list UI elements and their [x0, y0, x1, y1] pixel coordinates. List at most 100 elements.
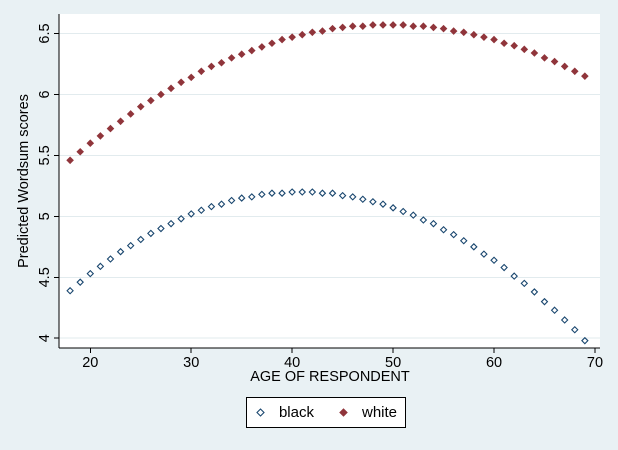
data-point-black	[106, 255, 115, 263]
data-point-black	[480, 250, 488, 258]
data-point-white	[338, 23, 347, 32]
data-point-white	[389, 21, 397, 29]
data-point-black	[399, 207, 407, 216]
data-point-black	[268, 189, 276, 197]
x-tick-label: 60	[486, 355, 502, 371]
data-point-white	[510, 41, 519, 50]
data-point-black	[167, 219, 175, 228]
data-point-black	[409, 211, 418, 219]
data-point-black	[379, 200, 387, 208]
data-point-white	[560, 62, 569, 71]
plot-area	[59, 14, 600, 348]
data-point-black	[419, 216, 428, 224]
data-point-white	[227, 54, 236, 62]
data-point-black	[136, 235, 145, 244]
data-point-black	[177, 215, 185, 223]
data-point-white	[490, 35, 498, 44]
data-point-white	[268, 39, 276, 48]
data-point-black	[550, 306, 559, 314]
data-point-black	[126, 241, 135, 250]
data-point-black	[500, 263, 508, 272]
data-point-black	[389, 204, 397, 212]
data-point-white	[187, 73, 196, 82]
data-point-black	[217, 200, 226, 208]
data-point-black	[248, 193, 256, 201]
data-point-white	[399, 21, 407, 29]
data-point-black	[116, 247, 125, 256]
x-tick-label: 50	[385, 355, 401, 371]
data-point-white	[217, 58, 226, 67]
data-point-black	[197, 206, 206, 215]
x-tick-label: 30	[183, 355, 199, 371]
data-point-white	[147, 96, 155, 105]
y-axis-title: Predicted Wordsum scores	[16, 94, 32, 268]
data-point-black	[96, 262, 105, 271]
y-tick-label: 4.5	[37, 267, 53, 287]
data-point-white	[106, 124, 115, 133]
data-point-white	[167, 84, 175, 93]
data-point-white	[76, 147, 84, 156]
data-point-black	[459, 236, 468, 245]
data-point-white	[581, 72, 589, 80]
y-tick-label: 5	[37, 212, 53, 220]
x-axis-title: AGE OF RESPONDENT	[250, 369, 410, 385]
data-point-white	[500, 39, 508, 48]
data-point-white	[359, 22, 367, 30]
data-point-white	[136, 102, 145, 111]
data-point-white	[419, 22, 428, 30]
data-point-black	[570, 325, 579, 334]
data-point-black	[237, 194, 246, 202]
data-point-black	[540, 297, 549, 306]
data-point-white	[298, 30, 307, 39]
data-point-white	[369, 21, 377, 29]
data-point-white	[550, 57, 559, 66]
legend-label-black: black	[278, 404, 314, 421]
black-series-marker-icon	[256, 408, 265, 417]
data-point-white	[66, 156, 74, 165]
data-point-black	[298, 188, 307, 196]
data-point-white	[126, 110, 135, 118]
data-point-white	[459, 28, 468, 37]
data-point-black	[207, 202, 216, 211]
legend: black white	[246, 397, 406, 428]
data-point-white	[318, 27, 327, 35]
data-point-white	[96, 132, 105, 140]
data-point-black	[308, 188, 317, 196]
data-point-black	[369, 197, 377, 206]
data-point-white	[247, 46, 256, 55]
data-point-black	[328, 189, 337, 197]
data-point-black	[227, 196, 236, 205]
data-point-black	[490, 256, 498, 265]
data-point-black	[86, 269, 95, 278]
data-point-black	[560, 316, 569, 324]
data-point-black	[76, 278, 84, 286]
data-point-black	[348, 193, 357, 201]
data-point-white	[308, 28, 317, 37]
data-point-black	[187, 210, 195, 218]
data-point-black	[288, 188, 296, 196]
data-point-white	[409, 22, 418, 30]
data-point-black	[439, 225, 448, 234]
data-point-black	[157, 224, 165, 233]
data-point-white	[540, 54, 549, 62]
data-point-black	[359, 195, 367, 204]
legend-item-white: white	[338, 404, 397, 421]
y-tick-label: 6	[37, 90, 53, 98]
x-tick-label: 40	[284, 355, 300, 371]
data-point-black	[66, 286, 74, 295]
data-point-white	[429, 23, 438, 32]
data-point-black	[278, 189, 286, 197]
data-point-black	[318, 189, 327, 197]
y-tick-label: 4	[37, 334, 53, 342]
data-point-black	[520, 279, 529, 288]
data-point-white	[258, 43, 266, 51]
data-point-white	[480, 33, 488, 41]
y-tick-label: 6.5	[37, 23, 53, 43]
data-point-black	[510, 272, 518, 280]
data-point-black	[429, 219, 438, 228]
data-point-black	[581, 336, 589, 345]
data-point-black	[449, 230, 458, 239]
data-point-white	[278, 35, 286, 44]
